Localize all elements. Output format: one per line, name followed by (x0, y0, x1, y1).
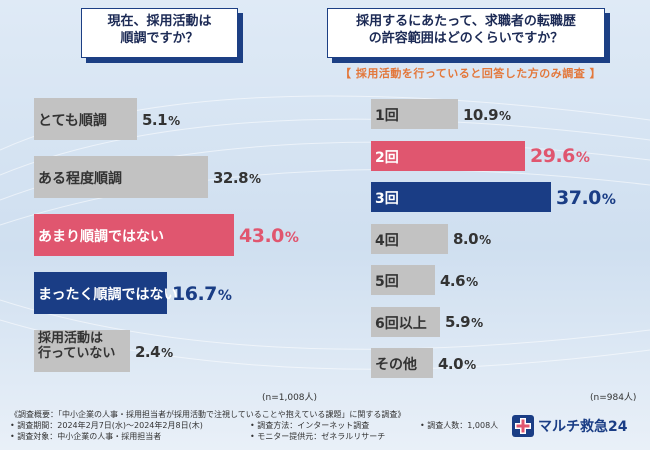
right-n-note: (n=984人) (590, 393, 637, 403)
value-label-7: 4.0% (438, 355, 476, 373)
value-label-1: 10.9% (463, 106, 511, 124)
value-number-6: 5.9 (445, 313, 471, 331)
value-unit-2: % (249, 171, 261, 186)
value-unit-4: % (479, 233, 491, 247)
value-unit-5: % (466, 274, 478, 289)
value-unit-4: % (217, 287, 232, 304)
value-label-2: 32.8% (213, 169, 261, 187)
bar-label-4: まったく順調ではない (38, 287, 178, 303)
brand-logo: マルチ救急24 (512, 415, 627, 437)
footer-method: • 調査方法：インターネット調査 (250, 420, 370, 430)
value-label-5: 2.4% (135, 343, 173, 361)
value-unit-3: % (601, 191, 616, 208)
value-label-4: 8.0% (453, 230, 491, 248)
bar-label-1: 1回 (375, 108, 399, 124)
right-subnote: 【 採用活動を行っていると回答した方のみ調査 】 (340, 67, 602, 80)
footer-count: • 調査人数：1,008人 (420, 420, 499, 430)
footer-period: • 調査期間：2024年2月7日(水)～2024年2月8日(木) (10, 420, 203, 430)
left-n-note: (n=1,008人) (262, 393, 318, 403)
left-question-box: 現在、採用活動は 順調ですか？ (81, 8, 238, 58)
footer-target: • 調査対象：中小企業の人事・採用担当者 (10, 431, 162, 441)
bar-7 (371, 348, 433, 378)
value-number-1: 5.1 (142, 110, 168, 129)
value-label-1: 5.1% (142, 111, 180, 129)
survey-footer: 《調査概要：「中小企業の人事・採用担当者が採用活動で注視していることや抱えている… (10, 410, 498, 443)
value-number-4: 16.7 (172, 282, 217, 305)
right-question-line2: の許容範囲はどのくらいですか？ (368, 30, 564, 46)
footer-provider: • モニター提供元：ゼネラルリサーチ (250, 431, 386, 441)
bar-2 (371, 140, 525, 171)
value-number-3: 43.0 (239, 224, 284, 247)
right-question-box: 採用するにあたって、求職者の転職歴 の許容範囲はどのくらいですか？ (327, 8, 605, 58)
value-number-2: 29.6 (530, 145, 575, 167)
footer-line1: 《調査概要：「中小企業の人事・採用担当者が採用活動で注視していることや抱えている… (10, 410, 406, 419)
value-unit-2: % (575, 150, 590, 166)
bar-3 (34, 214, 234, 256)
bar-label-2: 2回 (375, 149, 399, 166)
left-question-line2: 順調ですか？ (120, 30, 199, 46)
bar-label-2: ある程度順調 (38, 171, 122, 187)
bar-3 (371, 182, 551, 212)
bar-label-3: あまり順調ではない (38, 229, 164, 245)
right-question-line1: 採用するにあたって、求職者の転職歴 (356, 14, 576, 29)
value-label-3: 43.0% (239, 224, 299, 247)
logo-text: マルチ救急24 (538, 419, 628, 435)
bar-5 (34, 330, 130, 372)
value-label-3: 37.0% (556, 186, 616, 209)
value-number-4: 8.0 (453, 230, 479, 248)
value-number-5: 2.4 (135, 342, 161, 361)
bar-6 (371, 306, 440, 337)
bar-label-7: その他 (375, 357, 417, 373)
value-unit-5: % (161, 345, 173, 360)
cross-logo-icon (512, 415, 534, 437)
value-unit-1: % (168, 113, 180, 128)
bar-label-6: 6回以上 (375, 315, 427, 332)
bar-1 (34, 98, 137, 140)
bar-1 (371, 99, 458, 129)
value-number-1: 10.9 (463, 105, 499, 124)
value-unit-6: % (471, 316, 483, 330)
value-label-5: 4.6% (440, 272, 478, 290)
bar-4 (371, 223, 448, 254)
value-number-2: 32.8 (213, 168, 249, 187)
value-label-4: 16.7% (172, 282, 232, 305)
bar-label-1: とても順調 (38, 113, 107, 129)
value-unit-1: % (499, 108, 511, 123)
value-number-7: 4.0 (438, 354, 464, 373)
bar-label-5: 採用活動は 行っていない (38, 331, 116, 361)
value-number-5: 4.6 (440, 271, 466, 290)
bar-4 (34, 272, 167, 314)
value-label-2: 29.6% (530, 145, 590, 167)
bar-5 (371, 265, 435, 295)
bar-label-5: 5回 (375, 274, 399, 290)
bar-2 (34, 156, 208, 198)
bar-label-3: 3回 (375, 191, 399, 207)
value-number-3: 37.0 (556, 186, 601, 209)
value-label-6: 5.9% (445, 313, 483, 331)
value-unit-3: % (284, 229, 299, 246)
value-unit-7: % (464, 357, 476, 372)
bar-label-4: 4回 (375, 232, 399, 249)
left-question-line1: 現在、採用活動は (107, 14, 212, 29)
